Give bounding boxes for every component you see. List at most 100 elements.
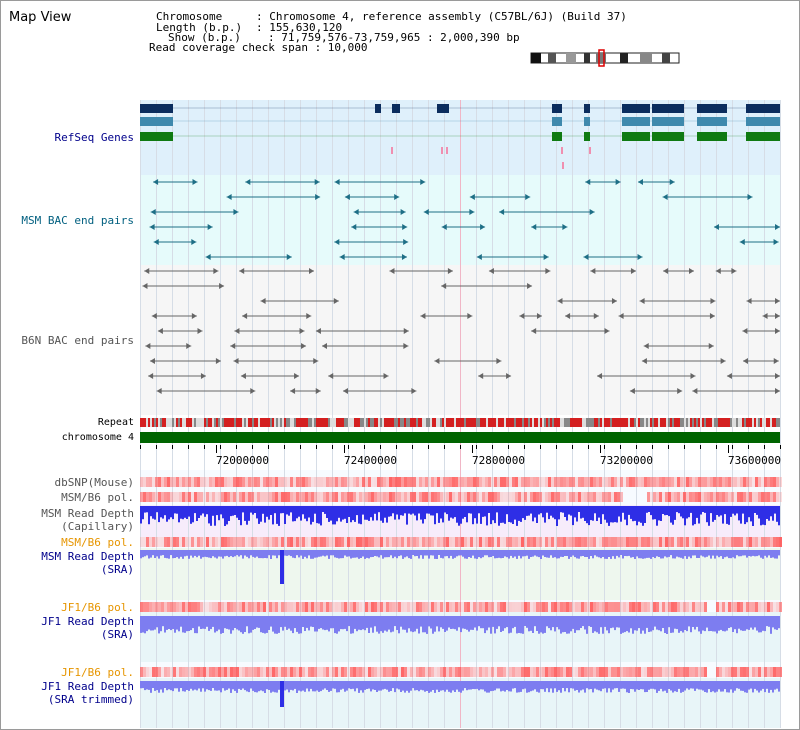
heat-cell xyxy=(230,537,233,547)
depth-bar xyxy=(674,616,676,629)
depth-bar xyxy=(472,681,474,689)
heat-cell xyxy=(392,492,395,502)
heat-cell xyxy=(722,492,725,502)
heat-cell xyxy=(209,492,212,502)
heat-cell xyxy=(467,602,470,612)
heat-cell xyxy=(455,492,458,502)
repeat-mark xyxy=(308,418,310,427)
repeat-mark xyxy=(244,418,246,427)
heat-cell xyxy=(383,492,386,502)
heat-cell xyxy=(599,602,602,612)
depth-bar xyxy=(412,616,414,633)
depth-bar xyxy=(546,506,548,513)
jf1-b6-pol-label[interactable]: JF1/B6 pol. xyxy=(61,601,134,614)
heat-cell xyxy=(455,537,458,547)
msm-read-depth-sra-label[interactable]: MSM Read Depth xyxy=(41,550,134,563)
depth-bar xyxy=(700,506,702,515)
depth-bar xyxy=(416,616,418,629)
depth-bar xyxy=(642,506,644,526)
heat-cell xyxy=(365,492,368,502)
depth-bar xyxy=(568,616,570,634)
heat-cell xyxy=(236,537,239,547)
depth-bar xyxy=(732,550,734,558)
refseq-genes-label[interactable]: RefSeq Genes xyxy=(54,131,134,144)
depth-bar xyxy=(636,616,638,631)
depth-bar xyxy=(402,550,404,559)
heat-cell xyxy=(359,602,362,612)
depth-bar xyxy=(330,681,332,691)
depth-bar xyxy=(760,681,762,691)
heat-cell xyxy=(296,537,299,547)
bac-end-arrow xyxy=(506,373,512,379)
heat-cell xyxy=(185,602,188,612)
depth-bar xyxy=(416,550,418,556)
depth-bar xyxy=(424,616,426,633)
repeat-mark xyxy=(218,418,220,427)
heat-cell xyxy=(398,492,401,502)
heat-cell xyxy=(413,492,416,502)
repeat-mark xyxy=(238,418,240,427)
jf1-b6-pol-trimmed-label[interactable]: JF1/B6 pol. xyxy=(61,666,134,679)
depth-bar xyxy=(508,550,510,559)
bac-end-arrow xyxy=(499,209,505,215)
heat-cell xyxy=(302,602,305,612)
heat-cell xyxy=(674,667,677,677)
depth-bar xyxy=(332,681,334,689)
heat-cell xyxy=(494,602,497,612)
depth-bar xyxy=(348,681,350,689)
heat-cell xyxy=(719,602,722,612)
msm-bac-end-pairs-label[interactable]: MSM BAC end pairs xyxy=(21,214,134,227)
depth-bar xyxy=(572,681,574,689)
depth-bar xyxy=(676,550,678,557)
axis-tick-label: 73600000 xyxy=(728,454,781,467)
heat-cell xyxy=(773,477,776,487)
repeat-mark xyxy=(506,418,508,427)
jf1-read-depth-sra-label[interactable]: JF1 Read Depth xyxy=(41,615,134,628)
jf1-read-depth-trimmed-label[interactable]: JF1 Read Depth xyxy=(41,680,134,693)
heat-cell xyxy=(263,492,266,502)
depth-bar xyxy=(622,550,624,559)
repeat-mark xyxy=(524,418,526,427)
repeat-mark xyxy=(270,418,272,427)
msm-read-depth-capillary-label[interactable]: MSM Read Depth xyxy=(41,507,134,520)
depth-bar xyxy=(530,681,532,692)
heat-cell xyxy=(410,537,413,547)
heat-cell xyxy=(572,667,575,677)
b6n-bac-end-pairs-label[interactable]: B6N BAC end pairs xyxy=(21,334,134,347)
heat-cell xyxy=(749,537,752,547)
msm-b6-pol-sra-label[interactable]: MSM/B6 pol. xyxy=(61,536,134,549)
depth-bar xyxy=(372,681,374,690)
repeat-mark xyxy=(406,418,408,427)
depth-bar xyxy=(412,681,414,689)
depth-bar xyxy=(540,506,542,514)
depth-bar xyxy=(628,616,630,633)
msm-b6-pol-label[interactable]: MSM/B6 pol. xyxy=(61,491,134,504)
depth-bar xyxy=(206,681,208,690)
heat-cell xyxy=(728,477,731,487)
heat-cell xyxy=(278,492,281,502)
gene-mark xyxy=(562,162,564,169)
depth-bar xyxy=(230,681,232,693)
heat-cell xyxy=(215,477,218,487)
repeat-mark xyxy=(694,418,696,427)
depth-bar xyxy=(468,681,470,690)
heat-cell xyxy=(767,667,770,677)
repeat-mark xyxy=(174,418,176,427)
bac-end-arrow xyxy=(641,358,647,364)
heat-cell xyxy=(422,667,425,677)
repeat-mark xyxy=(384,418,386,427)
heat-cell xyxy=(692,477,695,487)
gene-block xyxy=(622,117,650,126)
repeat-mark xyxy=(272,418,274,427)
depth-bar xyxy=(168,506,170,520)
heat-cell xyxy=(512,537,515,547)
depth-bar xyxy=(204,616,206,629)
depth-bar xyxy=(378,550,380,558)
dbsnp-label[interactable]: dbSNP(Mouse) xyxy=(54,476,134,489)
repeat-mark xyxy=(194,418,196,427)
depth-bar xyxy=(660,506,662,521)
depth-bar xyxy=(212,681,214,688)
depth-bar xyxy=(702,506,704,512)
depth-bar xyxy=(374,681,376,690)
